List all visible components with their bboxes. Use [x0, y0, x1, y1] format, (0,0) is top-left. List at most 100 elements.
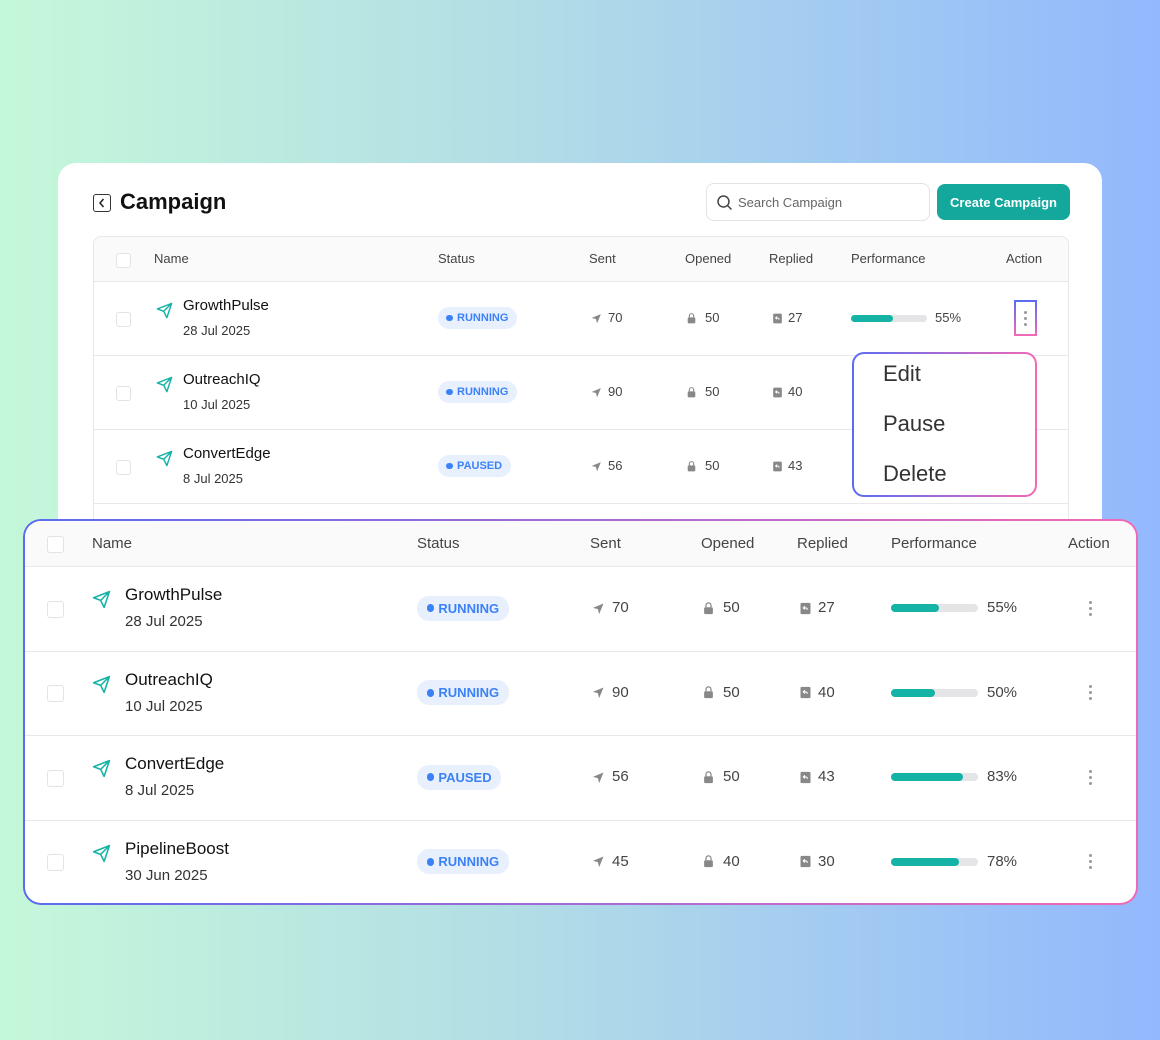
row-checkbox[interactable] [47, 854, 64, 872]
action-dot [1088, 769, 1092, 773]
status-pill: PAUSED [438, 455, 511, 477]
campaign-date: 8 Jul 2025 [125, 782, 195, 800]
sent-count: 70 [608, 310, 623, 326]
menu-item[interactable]: Edit [883, 361, 921, 386]
status-pill: RUNNING [417, 595, 509, 621]
progress-fill [891, 857, 959, 866]
reply-icon [800, 602, 811, 614]
replied-count: 27 [788, 310, 803, 326]
action-button[interactable] [1084, 851, 1096, 873]
row-divider [25, 819, 1136, 821]
create-button[interactable]: Create Campaign [937, 184, 1070, 220]
opened-count: 40 [723, 852, 740, 870]
row-checkbox[interactable] [116, 459, 131, 475]
send-icon [592, 856, 604, 868]
action-button[interactable] [1084, 766, 1096, 788]
plane-icon [156, 376, 173, 393]
send-icon [591, 461, 601, 471]
column-header: Sent [589, 251, 616, 267]
campaign-date: 10 Jul 2025 [125, 697, 203, 715]
status-text: RUNNING [457, 312, 509, 324]
action-dot [1088, 612, 1092, 616]
action-dot [1088, 775, 1092, 779]
action-highlight [1014, 300, 1037, 336]
menu-item[interactable]: Delete [883, 461, 947, 486]
reply-icon [800, 771, 811, 783]
campaign-date: 28 Jul 2025 [183, 323, 251, 338]
campaign-name[interactable]: GrowthPulse [125, 585, 223, 605]
column-header: Performance [891, 534, 977, 552]
column-header: Opened [701, 534, 755, 552]
campaign-date: 8 Jul 2025 [183, 471, 243, 486]
back-icon [99, 198, 105, 208]
column-header: Status [438, 251, 475, 267]
table-header [25, 521, 1136, 567]
search-placeholder: Search Campaign [738, 195, 843, 210]
performance-label: 78% [987, 852, 1018, 870]
status-text: RUNNING [438, 600, 500, 616]
action-dot [1088, 600, 1092, 604]
action-button[interactable] [1084, 597, 1096, 619]
plane-icon [92, 591, 111, 609]
lock-icon [687, 386, 696, 397]
status-pill: RUNNING [438, 381, 517, 403]
row-divider [94, 355, 1068, 356]
row-checkbox[interactable] [47, 685, 64, 703]
status-text: PAUSED [457, 460, 503, 472]
lock-icon [704, 686, 713, 699]
status-text: PAUSED [438, 769, 492, 785]
status-pill: PAUSED [417, 764, 502, 790]
send-icon [592, 772, 604, 783]
send-icon [591, 387, 601, 397]
plane-icon [92, 844, 111, 862]
status-text: RUNNING [457, 386, 509, 398]
row-checkbox[interactable] [47, 769, 64, 787]
sent-count: 45 [612, 852, 629, 870]
column-header: Replied [769, 251, 814, 267]
campaign-name[interactable]: OutreachIQ [125, 669, 213, 689]
plane-icon [156, 302, 173, 319]
progress-fill [891, 688, 935, 697]
column-header: Action [1006, 251, 1043, 267]
page-title: Campaign [120, 189, 227, 214]
campaign-name[interactable]: OutreachIQ [183, 371, 261, 388]
campaign-name[interactable]: GrowthPulse [183, 297, 269, 314]
column-header: Replied [797, 534, 848, 552]
action-dot [1088, 860, 1092, 864]
row-divider [94, 429, 1068, 430]
status-pill: RUNNING [438, 307, 517, 329]
reply-icon [773, 387, 782, 397]
table-zoom-frame: Name Status Sent Opened Replied Performance Ac… [23, 519, 1138, 905]
progress-fill [891, 773, 964, 782]
header-checkbox[interactable] [47, 536, 64, 553]
row-checkbox[interactable] [116, 311, 131, 327]
campaign-name[interactable]: PipelineBoost [125, 838, 229, 858]
replied-count: 43 [818, 768, 835, 786]
sent-count: 70 [612, 599, 629, 617]
reply-icon [800, 687, 811, 699]
action-dot [1088, 691, 1092, 695]
search-input[interactable]: Search Campaign [706, 183, 930, 221]
action-dot [1088, 866, 1092, 870]
search-icon [717, 195, 733, 211]
campaign-name[interactable]: ConvertEdge [125, 754, 225, 774]
reply-icon [773, 313, 782, 323]
replied-count: 30 [818, 852, 835, 870]
plane-icon [92, 760, 111, 778]
action-dot [1088, 781, 1092, 785]
column-header: Action [1068, 534, 1110, 552]
opened-count: 50 [705, 310, 720, 326]
sent-count: 90 [612, 683, 629, 701]
reply-icon [800, 856, 811, 868]
table-zoom: Name Status Sent Opened Replied Performance Ac… [25, 521, 1136, 903]
sent-count: 90 [608, 384, 623, 400]
header-checkbox[interactable] [116, 252, 131, 268]
menu-item[interactable]: Pause [883, 411, 946, 436]
campaign-name[interactable]: ConvertEdge [183, 445, 271, 462]
row-checkbox[interactable] [47, 600, 64, 618]
status-text: RUNNING [438, 685, 500, 701]
action-button[interactable] [1084, 682, 1096, 704]
back-button[interactable] [93, 194, 111, 212]
row-checkbox[interactable] [116, 385, 131, 401]
sent-count: 56 [612, 768, 629, 786]
